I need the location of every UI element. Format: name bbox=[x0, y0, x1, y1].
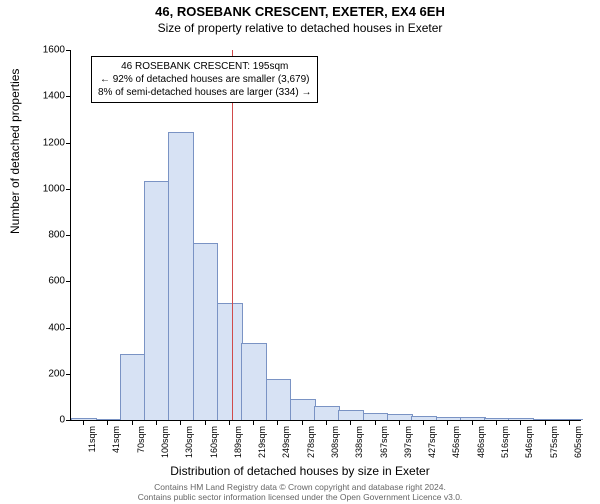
xtick-mark bbox=[156, 420, 157, 425]
xtick-mark bbox=[545, 420, 546, 425]
ytick-label: 0 bbox=[25, 415, 65, 426]
xtick-mark bbox=[253, 420, 254, 425]
histogram-bar bbox=[217, 303, 243, 420]
histogram-bar bbox=[314, 406, 340, 420]
ytick-label: 1000 bbox=[25, 183, 65, 194]
histogram-bar bbox=[363, 413, 389, 420]
chart-area: 11sqm41sqm70sqm100sqm130sqm160sqm189sqm2… bbox=[70, 50, 580, 420]
xtick-mark bbox=[569, 420, 570, 425]
xtick-mark bbox=[520, 420, 521, 425]
histogram-bar bbox=[387, 414, 413, 420]
xtick-mark bbox=[180, 420, 181, 425]
x-axis-label: Distribution of detached houses by size … bbox=[0, 464, 600, 478]
histogram-bar bbox=[193, 243, 219, 420]
xtick-mark bbox=[205, 420, 206, 425]
footer-line-2: Contains public sector information licen… bbox=[0, 492, 600, 502]
xtick-mark bbox=[302, 420, 303, 425]
histogram-bar bbox=[290, 399, 316, 420]
y-axis-label: Number of detached properties bbox=[8, 69, 22, 234]
annotation-box: 46 ROSEBANK CRESCENT: 195sqm← 92% of det… bbox=[91, 56, 318, 103]
histogram-bar bbox=[460, 417, 486, 420]
footer-line-1: Contains HM Land Registry data © Crown c… bbox=[0, 482, 600, 492]
xtick-mark bbox=[496, 420, 497, 425]
annotation-line-3: 8% of semi-detached houses are larger (3… bbox=[98, 86, 311, 99]
xtick-mark bbox=[83, 420, 84, 425]
annotation-line-2: ← 92% of detached houses are smaller (3,… bbox=[98, 73, 311, 86]
histogram-bar bbox=[266, 379, 292, 420]
xtick-mark bbox=[132, 420, 133, 425]
xtick-mark bbox=[107, 420, 108, 425]
ytick-mark bbox=[66, 235, 71, 236]
ytick-label: 200 bbox=[25, 368, 65, 379]
annotation-line-1: 46 ROSEBANK CRESCENT: 195sqm bbox=[98, 60, 311, 73]
histogram-bar bbox=[241, 343, 267, 420]
histogram-bar bbox=[168, 132, 194, 420]
xtick-mark bbox=[423, 420, 424, 425]
plot-region: 11sqm41sqm70sqm100sqm130sqm160sqm189sqm2… bbox=[70, 50, 581, 421]
ytick-label: 1400 bbox=[25, 91, 65, 102]
xtick-mark bbox=[375, 420, 376, 425]
footer-attribution: Contains HM Land Registry data © Crown c… bbox=[0, 482, 600, 502]
ytick-label: 800 bbox=[25, 230, 65, 241]
ytick-label: 1600 bbox=[25, 45, 65, 56]
property-marker-line bbox=[232, 50, 233, 420]
ytick-mark bbox=[66, 50, 71, 51]
ytick-mark bbox=[66, 328, 71, 329]
xtick-mark bbox=[229, 420, 230, 425]
histogram-bar bbox=[338, 410, 364, 420]
xtick-mark bbox=[277, 420, 278, 425]
ytick-label: 1200 bbox=[25, 137, 65, 148]
xtick-mark bbox=[472, 420, 473, 425]
ytick-mark bbox=[66, 189, 71, 190]
histogram-bar bbox=[120, 354, 146, 420]
chart-title-sub: Size of property relative to detached ho… bbox=[0, 21, 600, 35]
ytick-mark bbox=[66, 281, 71, 282]
xtick-mark bbox=[447, 420, 448, 425]
chart-title-main: 46, ROSEBANK CRESCENT, EXETER, EX4 6EH bbox=[0, 4, 600, 19]
ytick-label: 400 bbox=[25, 322, 65, 333]
ytick-mark bbox=[66, 420, 71, 421]
histogram-bar bbox=[557, 419, 583, 420]
xtick-mark bbox=[350, 420, 351, 425]
xtick-mark bbox=[326, 420, 327, 425]
xtick-mark bbox=[399, 420, 400, 425]
ytick-mark bbox=[66, 374, 71, 375]
ytick-mark bbox=[66, 96, 71, 97]
histogram-bar bbox=[144, 181, 170, 420]
ytick-label: 600 bbox=[25, 276, 65, 287]
ytick-mark bbox=[66, 143, 71, 144]
